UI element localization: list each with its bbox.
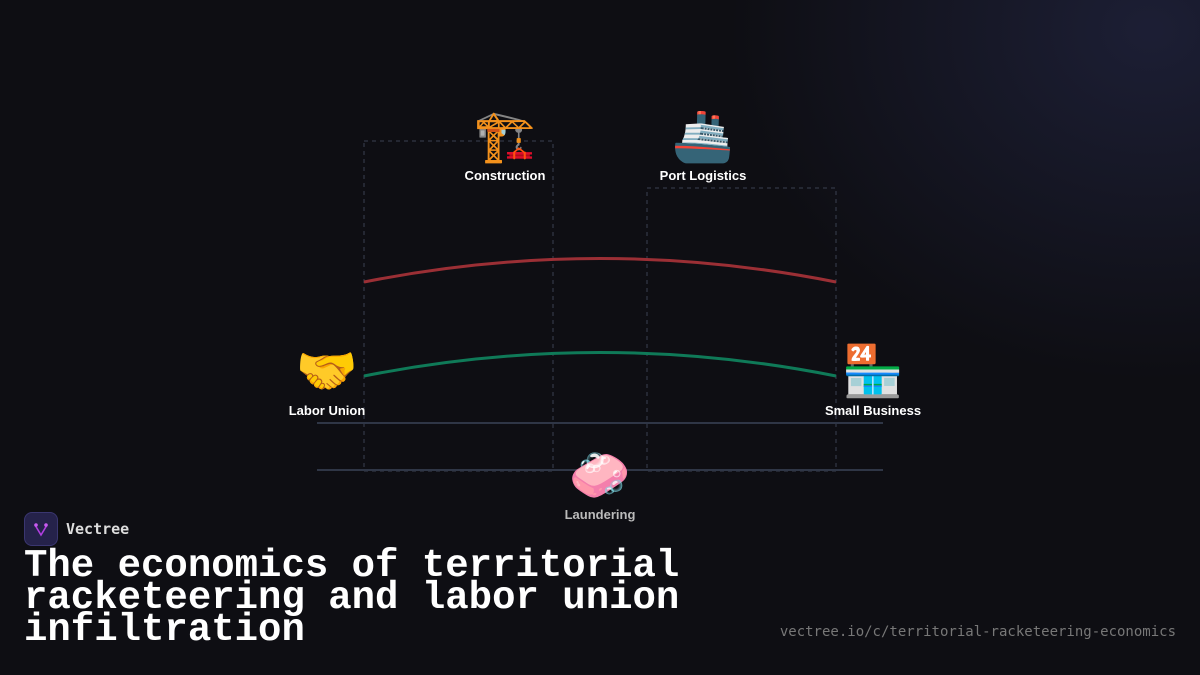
ship-icon: 🚢	[671, 108, 735, 164]
source-url[interactable]: vectree.io/c/territorial-racketeering-ec…	[779, 624, 1176, 640]
vectree-logo-icon	[24, 512, 58, 546]
soap-icon: 🧼	[568, 447, 632, 503]
convenience-store-icon: 🏪	[841, 343, 905, 399]
brand: Vectree	[24, 512, 129, 546]
green-link	[363, 351, 837, 378]
node-labor-union[interactable]: 🤝 Labor Union	[289, 343, 366, 418]
construction-zone-box	[363, 140, 554, 472]
red-link	[363, 257, 837, 284]
node-label: Construction	[464, 168, 546, 183]
node-label: Port Logistics	[659, 168, 747, 183]
port-zone-box	[646, 187, 837, 472]
page-title: The economics of territorial racketeerin…	[24, 544, 680, 652]
node-port-logistics[interactable]: 🚢 Port Logistics	[660, 108, 747, 183]
node-label: Laundering	[564, 507, 636, 522]
handshake-icon: 🤝	[295, 343, 359, 399]
node-small-business[interactable]: 🏪 Small Business	[825, 343, 921, 418]
brand-name: Vectree	[66, 520, 130, 538]
node-label: Labor Union	[288, 403, 366, 418]
node-laundering[interactable]: 🧼 Laundering	[565, 447, 636, 522]
construction-crane-icon: 🏗️	[473, 108, 537, 164]
node-construction[interactable]: 🏗️ Construction	[465, 108, 546, 183]
node-label: Small Business	[824, 403, 922, 418]
